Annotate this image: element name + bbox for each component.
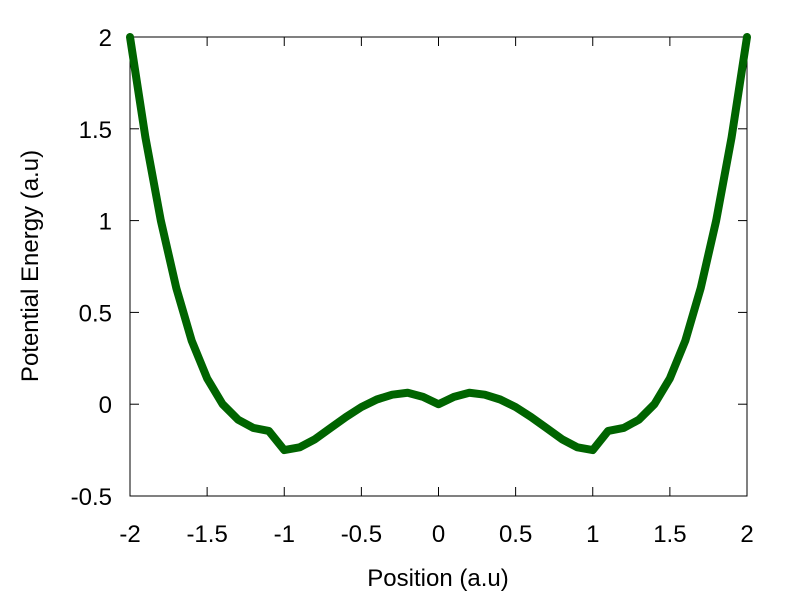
x-tick-label: 0 — [432, 521, 445, 548]
y-tick-label: 0.5 — [79, 300, 112, 327]
y-axis-title: Potential Energy (a.u) — [17, 150, 44, 382]
x-tick-label: -2 — [119, 521, 140, 548]
y-tick-label: 0 — [99, 392, 112, 419]
tick-marks — [129, 36, 748, 497]
y-tick-label: 2 — [99, 25, 112, 52]
x-tick-label: -0.5 — [341, 521, 382, 548]
potential-curve-line — [126, 33, 751, 455]
tick-labels: -2 -1.5 -1 -0.5 0 0.5 1 1.5 2 -0.5 0 0.5 1 1.5 2 — [71, 25, 754, 548]
x-tick-label: 1.5 — [653, 521, 686, 548]
x-tick-label: -1.5 — [186, 521, 227, 548]
y-tick-label: -0.5 — [71, 484, 112, 511]
x-tick-label: 0.5 — [499, 521, 532, 548]
y-tick-label: 1.5 — [79, 117, 112, 144]
x-tick-label: 2 — [740, 521, 753, 548]
y-tick-label: 1 — [99, 209, 112, 236]
plot-frame — [129, 36, 748, 497]
x-tick-label: -1 — [274, 521, 295, 548]
x-tick-label: 1 — [586, 521, 599, 548]
x-axis-title: Position (a.u) — [367, 565, 508, 592]
